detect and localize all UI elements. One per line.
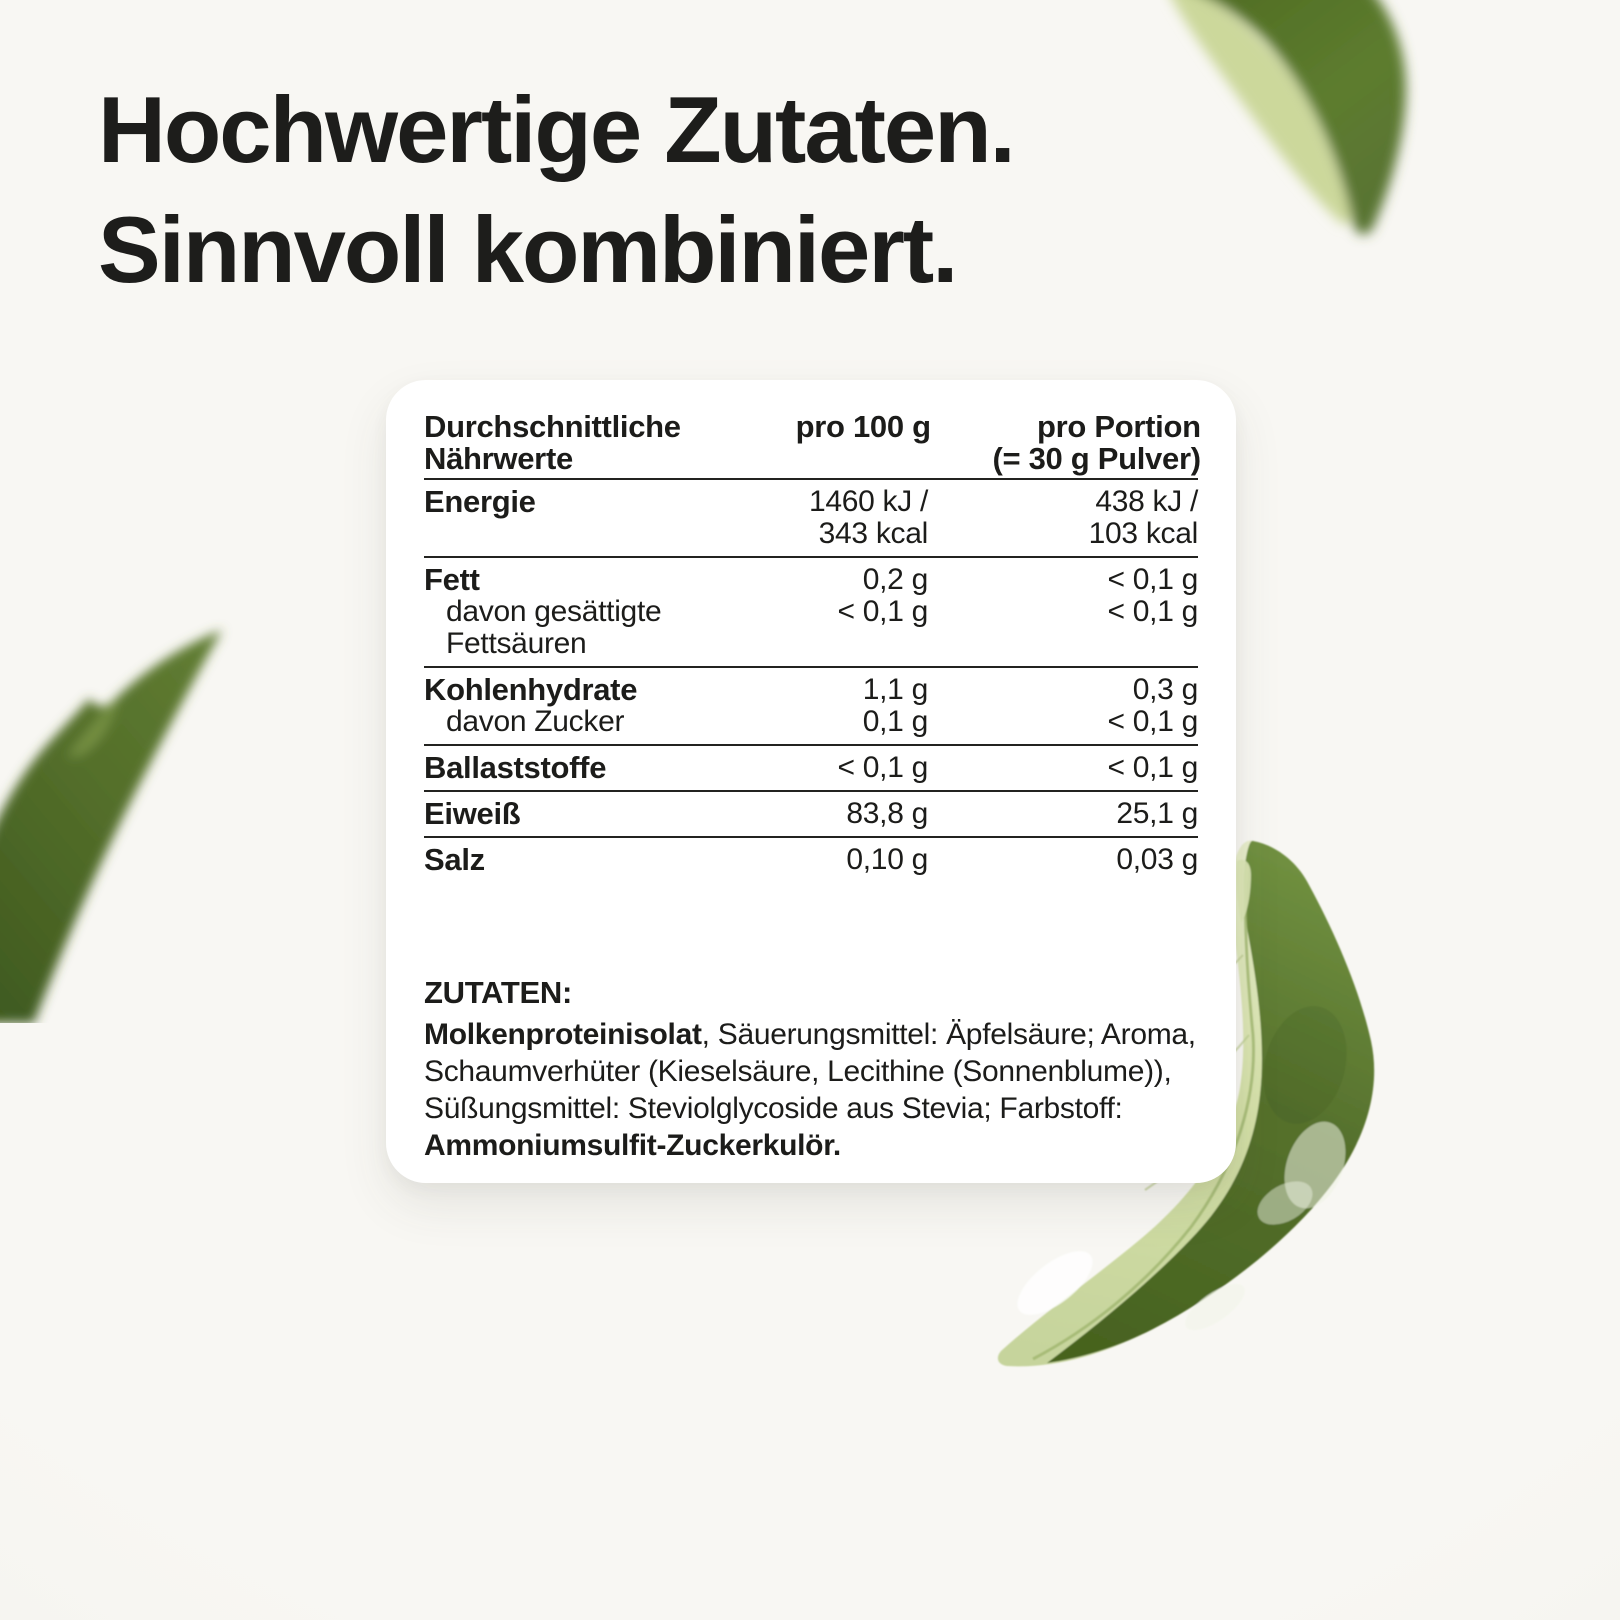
row-value-per-portion: 0,03 g (1116, 843, 1198, 876)
row-label: Eiweiß (424, 796, 521, 831)
nutrition-row-fett: Fett 0,2 g < 0,1 g davon gesättigte Fett… (424, 558, 1198, 668)
row-label: Energie (424, 484, 536, 519)
row-value-per-100g: < 0,1 g (837, 595, 929, 628)
row-value-per-portion: 438 kJ / 103 kcal (1088, 485, 1199, 550)
nutrition-card: Durchschnittliche Nährwerte pro 100 g pr… (386, 380, 1236, 1183)
row-label: Salz (424, 842, 485, 877)
row-value-per-100g: < 0,1 g (837, 751, 929, 784)
leaf-top-right-icon (1172, 0, 1407, 235)
row-value-per-portion: < 0,1 g (1107, 595, 1199, 628)
page-title-line2: Sinnvoll kombiniert. (98, 197, 958, 302)
nutrition-row-energie: Energie 1460 kJ / 343 kcal 438 kJ / 103 … (424, 480, 1198, 558)
leaf-left-icon (0, 630, 222, 1023)
row-value-per-100g: 0,2 g (862, 563, 929, 596)
row-sublabel: davon Zucker (446, 705, 625, 738)
page-title-line1: Hochwertige Zutaten. (98, 77, 1016, 182)
ingredients-heading: ZUTATEN: (424, 975, 572, 1010)
nutrition-row-eiweiss: Eiweiß 83,8 g 25,1 g (424, 792, 1198, 838)
row-value-per-portion: 25,1 g (1116, 797, 1198, 830)
header-per-portion: pro Portion (= 30 g Pulver) (992, 409, 1201, 476)
nutrition-table-header: Durchschnittliche Nährwerte pro 100 g pr… (424, 380, 1201, 480)
row-label: Fett (424, 562, 480, 597)
row-label: Ballaststoffe (424, 750, 607, 785)
nutrition-row-salz: Salz 0,10 g 0,03 g (424, 838, 1198, 882)
ingredients-text: Molkenproteinisolat, Säuerungsmittel: Äp… (424, 1016, 1198, 1164)
ingredients-lead: Molkenproteinisolat (424, 1018, 702, 1051)
row-value-per-portion: < 0,1 g (1107, 751, 1199, 784)
ingredients-section: ZUTATEN: Molkenproteinisolat, Säuerungsm… (424, 977, 1198, 1164)
ingredients-tail: Ammoniumsulfit-Zuckerkulör. (424, 1129, 841, 1162)
page-title: Hochwertige Zutaten. Sinnvoll kombiniert… (98, 70, 1016, 310)
row-value-per-100g: 1460 kJ / 343 kcal (808, 485, 928, 550)
header-label: Durchschnittliche Nährwerte (424, 409, 681, 476)
row-value-per-100g: 0,1 g (862, 705, 929, 738)
row-label: Kohlenhydrate (424, 672, 638, 707)
nutrition-row-kohlenhydrate: Kohlenhydrate 1,1 g 0,3 g davon Zucker 0… (424, 668, 1198, 746)
row-value-per-portion: < 0,1 g (1107, 563, 1199, 596)
row-value-per-portion: < 0,1 g (1107, 705, 1199, 738)
row-value-per-100g: 83,8 g (846, 797, 928, 830)
row-value-per-100g: 0,10 g (846, 843, 928, 876)
row-value-per-portion: 0,3 g (1132, 673, 1199, 706)
nutrition-row-ballaststoffe: Ballaststoffe < 0,1 g < 0,1 g (424, 746, 1198, 792)
header-per-100g: pro 100 g (795, 409, 931, 444)
row-sublabel: davon gesättigte Fettsäuren (446, 595, 662, 660)
row-value-per-100g: 1,1 g (862, 673, 929, 706)
